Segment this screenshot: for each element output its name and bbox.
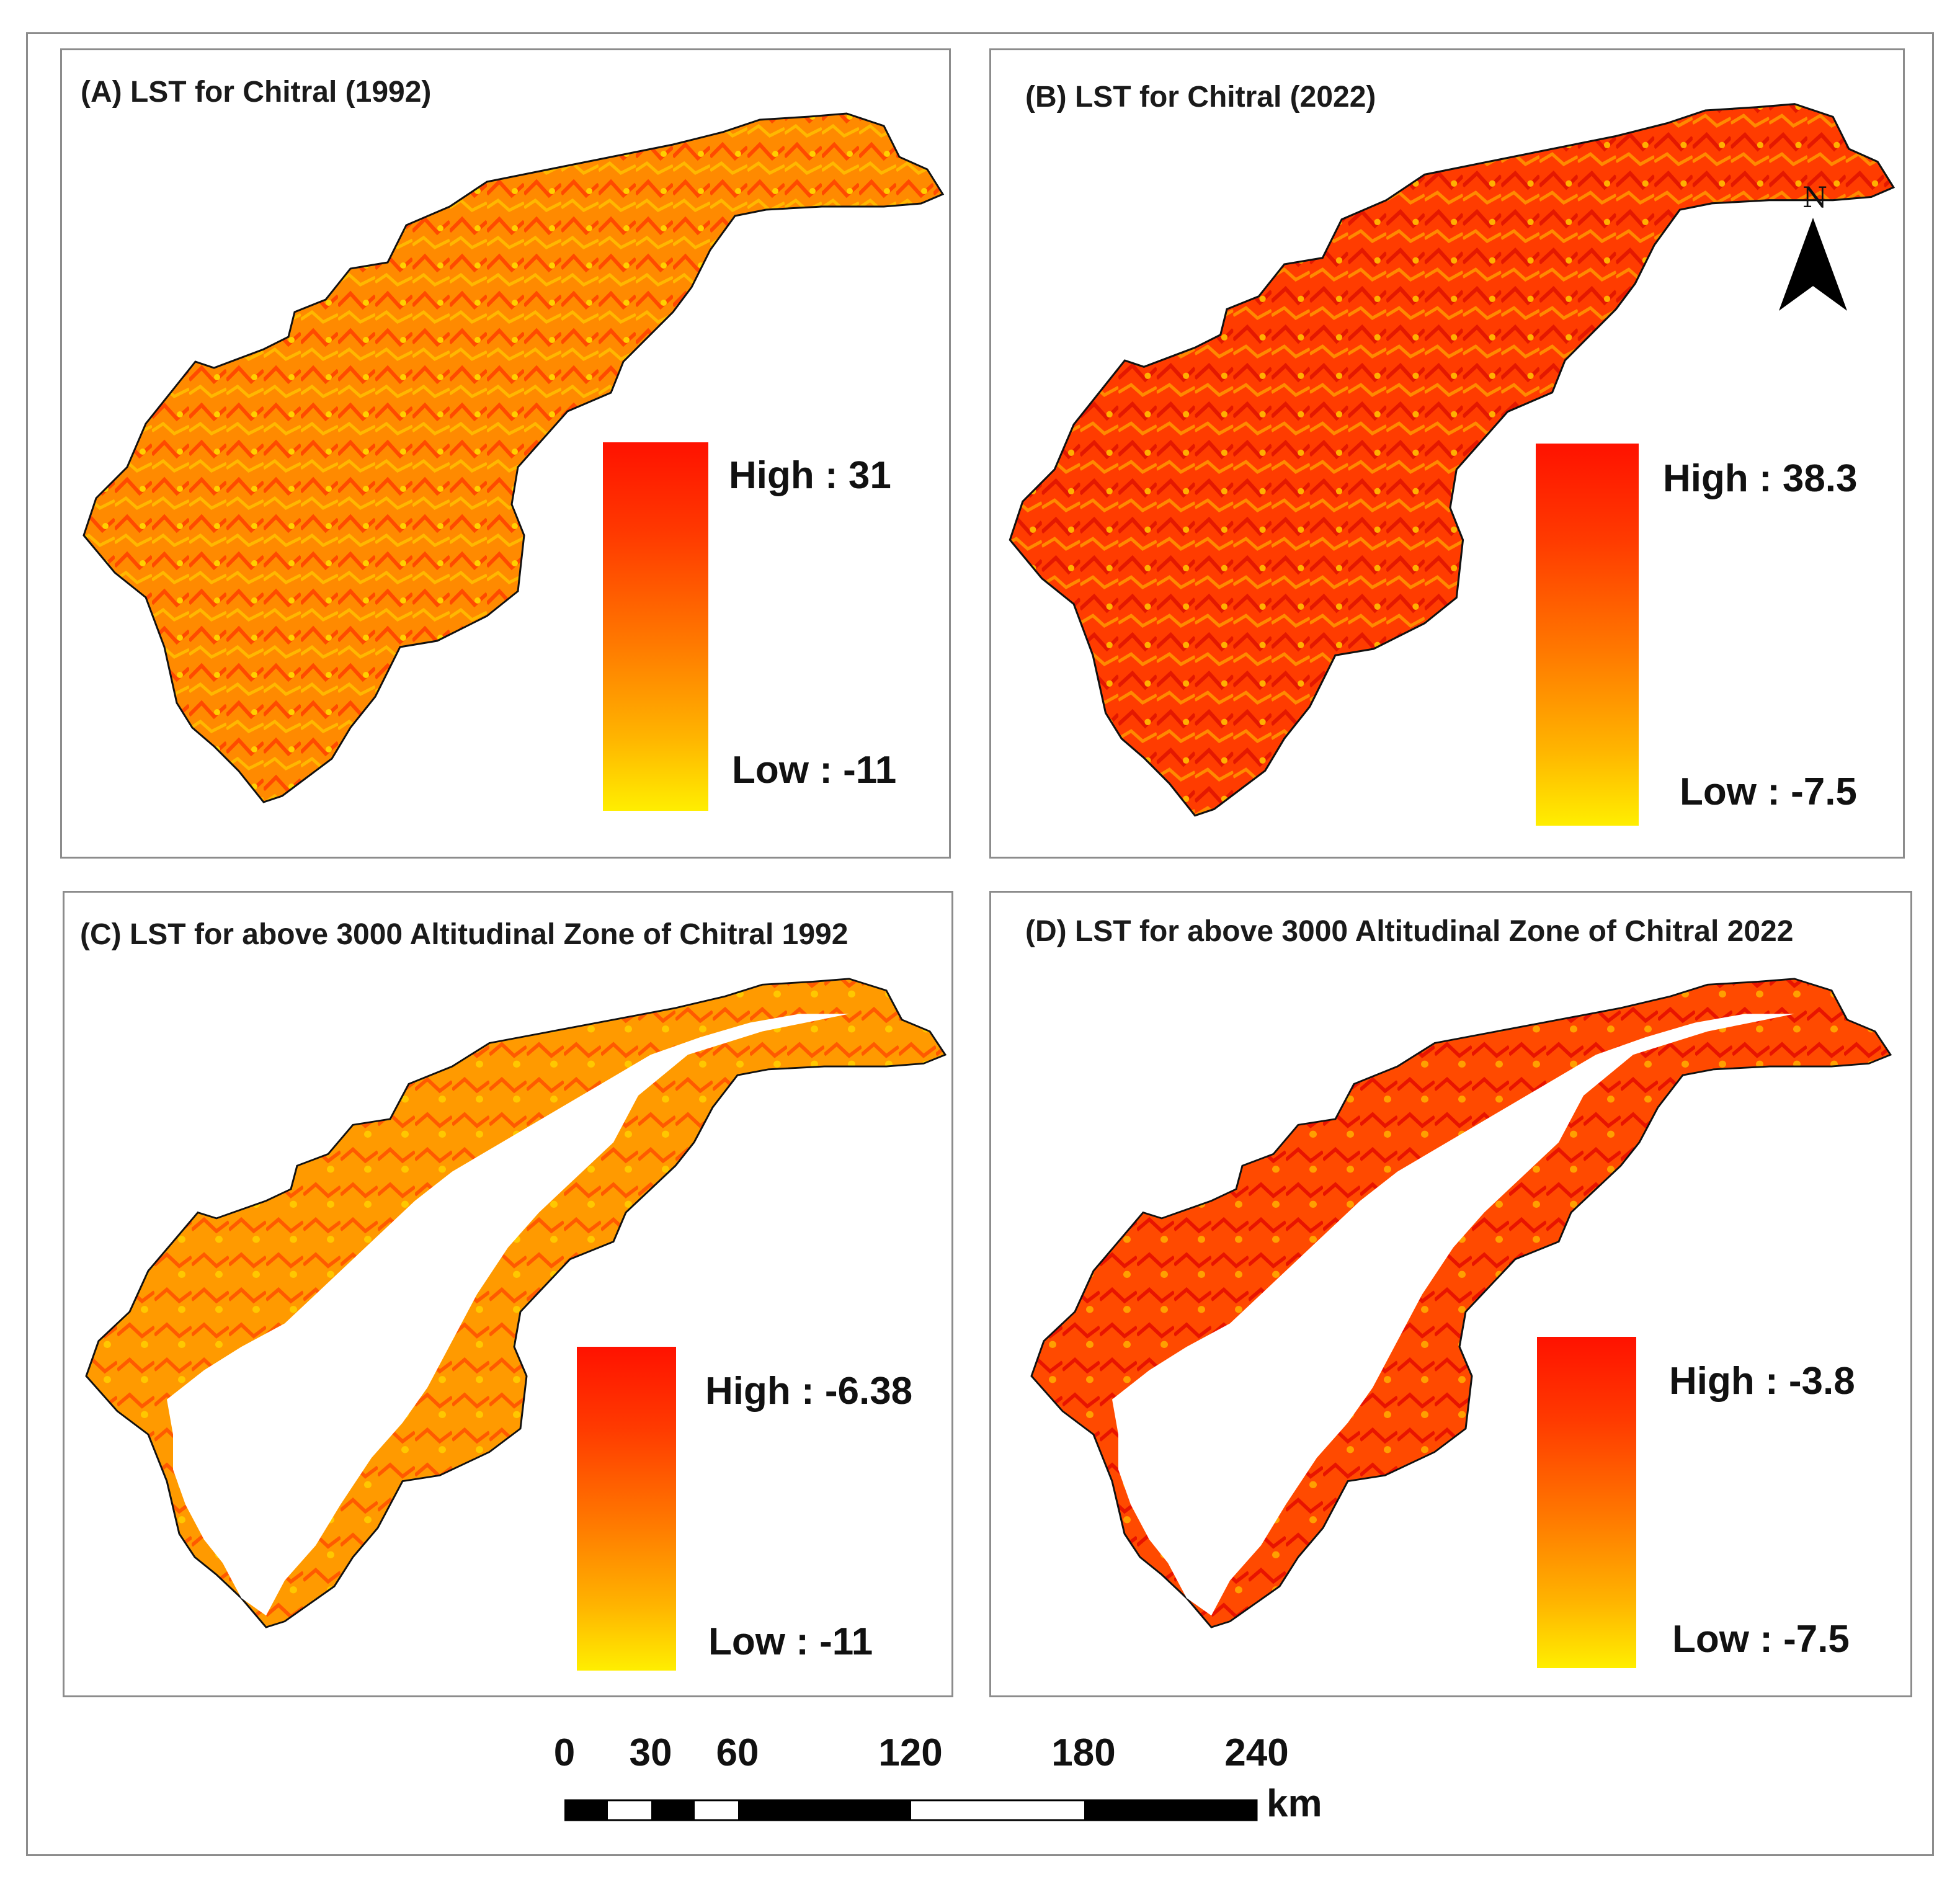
legend-high-label: High : -3.8 (1669, 1360, 1855, 1403)
scale-tick: 120 (878, 1731, 943, 1774)
scale-tick: 30 (629, 1731, 672, 1774)
legend-color-ramp (603, 442, 708, 811)
scale-tick: 0 (553, 1731, 576, 1774)
legend-low-label: Low : -7.5 (1680, 770, 1857, 813)
scale-bar: 0 30 60 120 180 240 km (554, 1731, 1340, 1836)
scale-tick: 180 (1051, 1731, 1116, 1774)
panel-c: (C) LST for above 3000 Altitudinal Zone … (63, 891, 953, 1697)
panel-title: (B) LST for Chitral (2022) (1025, 81, 1376, 114)
lst-high-zone-map-1992 (85, 978, 947, 1628)
legend-color-ramp (1536, 444, 1639, 826)
legend-low-label: Low : -11 (732, 749, 897, 792)
legend-color-ramp (577, 1347, 676, 1671)
lst-high-zone-map-2022 (1030, 978, 1892, 1628)
panel-title: (C) LST for above 3000 Altitudinal Zone … (80, 918, 849, 951)
legend-low-label: Low : -7.5 (1672, 1618, 1850, 1661)
legend-high-label: High : 31 (729, 454, 891, 497)
panel-d: (D) LST for above 3000 Altitudinal Zone … (989, 891, 1912, 1697)
figure-frame (26, 32, 1934, 1856)
scale-bar-graphic (564, 1799, 1258, 1821)
legend-low-label: Low : -11 (708, 1620, 873, 1663)
panel-title: (A) LST for Chitral (1992) (81, 76, 432, 109)
scale-tick: 240 (1224, 1731, 1289, 1774)
legend-high-label: High : 38.3 (1663, 457, 1858, 500)
scale-unit: km (1267, 1782, 1322, 1825)
panel-title: (D) LST for above 3000 Altitudinal Zone … (1025, 915, 1794, 948)
north-arrow-icon (1779, 218, 1847, 311)
legend-color-ramp (1537, 1337, 1636, 1668)
north-arrow: N (1779, 181, 1847, 320)
scale-tick: 60 (716, 1731, 759, 1774)
panel-a: (A) LST for Chitral (1992) High : 31 Low… (60, 48, 951, 859)
north-label: N (1802, 181, 1828, 214)
panel-b: (B) LST for Chitral (2022) N High : 38.3… (989, 48, 1905, 859)
legend-high-label: High : -6.38 (705, 1370, 913, 1413)
